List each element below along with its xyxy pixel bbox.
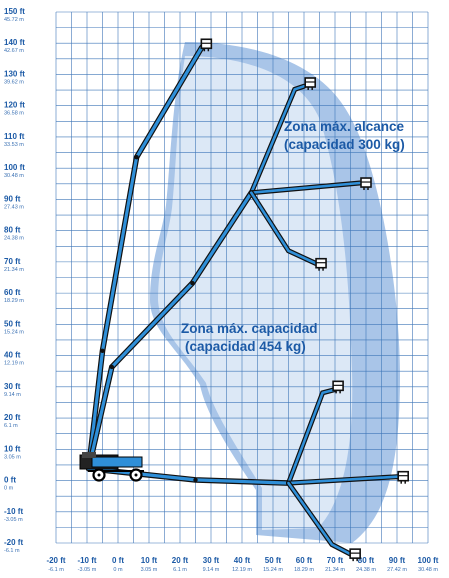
y-tick-m-label: 6.1 m [4,423,18,429]
basket-low-down [349,548,361,562]
x-tick-ft-label: 60 ft [296,556,313,565]
x-tick-ft-label: 40 ft [234,556,251,565]
basket-upper-up [304,77,317,90]
x-tick-ft-label: 90 ft [389,556,406,565]
y-tick-ft-label: 90 ft [4,194,21,203]
reach-zone-capacity: (capacidad 300 kg) [284,137,405,152]
y-tick-ft-label: 110 ft [4,132,25,141]
x-tick-ft-label: -10 ft [77,556,96,565]
y-tick-m-label: 12.19 m [4,361,24,367]
y-tick-ft-label: 60 ft [4,288,21,297]
y-tick-ft-label: 120 ft [4,101,25,110]
y-tick-ft-label: 40 ft [4,351,21,360]
x-tick-m-label: 30.48 m [418,567,438,573]
x-tick-ft-label: 100 ft [418,556,439,565]
x-tick-ft-label: 80 ft [358,556,375,565]
y-tick-m-label: 42.67 m [4,48,24,54]
basket-low-horizontal [397,470,410,484]
y-tick-m-label: 36.58 m [4,111,24,117]
boom-low-jib-up [286,387,338,486]
boom-joint [134,155,139,160]
work-zones [150,42,400,543]
x-axis-labels: -20 ft -6.1 m -10 ft -3.05 m 0 ft 0 m 10 ft 3.0… [46,556,438,573]
y-tick-m-label: 21.34 m [4,267,24,273]
boom-vertical-max [85,44,205,472]
boom-joint [100,348,105,354]
boom-low-jib-down [286,480,353,557]
boom-joint [193,477,198,483]
y-tick-m-label: 45.72 m [4,17,24,23]
x-tick-m-label: 24.38 m [356,567,376,573]
boom-upper-jib-horizontal [248,180,363,196]
x-tick-m-label: 12.19 m [232,567,252,573]
x-tick-m-label: 21.34 m [325,567,345,573]
y-tick-m-label: 18.29 m [4,298,24,304]
x-tick-m-label: 9.14 m [203,567,220,573]
boom-positions [85,38,410,562]
x-tick-m-label: 27.42 m [387,567,407,573]
boom-joint [109,364,115,370]
x-tick-m-label: 15.24 m [263,567,283,573]
y-tick-ft-label: 80 ft [4,226,21,235]
y-tick-m-label: 0 m [4,486,14,492]
x-tick-m-label: 3.05 m [141,567,158,573]
boom-low-jib-horizontal [286,474,400,486]
y-tick-ft-label: 10 ft [4,444,21,453]
y-tick-m-label: 15.24 m [4,329,24,335]
x-tick-m-label: 18.29 m [294,567,314,573]
capacity-zone-capacity: (capacidad 454 kg) [185,339,306,354]
y-tick-m-label: 39.62 m [4,79,24,85]
x-tick-m-label: 6.1 m [173,567,187,573]
y-tick-ft-label: -20 ft [4,538,23,547]
x-tick-m-label: -3.05 m [78,567,97,573]
y-tick-ft-label: 0 ft [4,476,16,485]
reach-zone-title: Zona máx. alcance [284,119,405,134]
y-tick-ft-label: 150 ft [4,7,25,16]
x-tick-m-label: 0 m [113,567,123,573]
y-tick-m-label: -6.1 m [4,548,20,554]
y-tick-m-label: -3.05 m [4,517,23,523]
machine-chassis [79,452,144,482]
y-tick-ft-label: 100 ft [4,163,25,172]
x-tick-m-label: -6.1 m [48,567,64,573]
x-tick-ft-label: 70 ft [327,556,344,565]
basket-upper-horizontal [360,177,372,191]
basket-low-up [332,380,344,394]
y-tick-ft-label: 30 ft [4,382,21,391]
x-tick-ft-label: 30 ft [203,556,220,565]
y-tick-m-label: 9.14 m [4,392,21,398]
capacity-zone-title: Zona máx. capacidad [181,321,318,336]
y-tick-ft-label: 130 ft [4,69,25,78]
y-tick-ft-label: 20 ft [4,413,21,422]
x-tick-ft-label: 10 ft [141,556,158,565]
boom-upper-main [85,189,255,472]
boom-joint [190,280,195,286]
y-tick-m-label: 33.53 m [4,142,24,148]
y-tick-ft-label: 140 ft [4,38,25,47]
y-tick-ft-label: -10 ft [4,507,23,516]
x-tick-ft-label: 50 ft [265,556,282,565]
boom-upper-jib-up [248,83,307,196]
y-tick-m-label: 24.38 m [4,236,24,242]
y-tick-ft-label: 70 ft [4,257,21,266]
y-tick-ft-label: 50 ft [4,319,21,328]
x-tick-ft-label: 0 ft [112,556,124,565]
basket-top [200,38,213,52]
x-tick-ft-label: 20 ft [172,556,189,565]
boom-upper-jib-down [248,190,319,267]
y-tick-m-label: 30.48 m [4,173,24,179]
basket-upper-down [315,257,327,271]
y-tick-m-label: 3.05 m [4,454,21,460]
x-tick-ft-label: -20 ft [46,556,65,565]
y-tick-m-label: 27.43 m [4,204,24,210]
